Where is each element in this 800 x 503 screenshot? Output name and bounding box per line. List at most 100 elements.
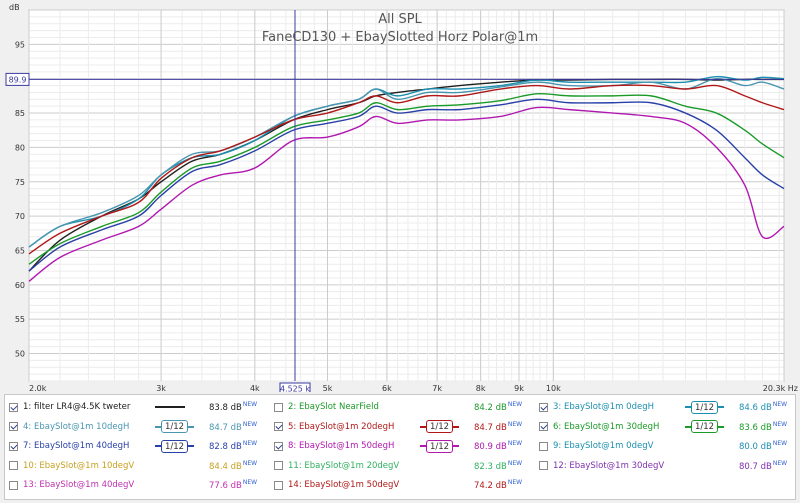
- legend-item[interactable]: 6: EbaySlot@1m 30degH: [539, 418, 659, 436]
- legend-value-text: 82.3 dB: [474, 461, 507, 472]
- legend-checkbox[interactable]: [539, 422, 548, 431]
- x-tick-label: 10k: [546, 384, 561, 392]
- legend-item[interactable]: 4: EbaySlot@1m 10degH: [9, 418, 129, 436]
- legend-value: 83.6 dBNEW: [739, 421, 787, 433]
- smoothing-line-right: [188, 445, 195, 447]
- legend-new-tag: NEW: [772, 401, 788, 408]
- legend-item[interactable]: 5: EbaySlot@1m 20degH: [274, 418, 394, 436]
- legend-value: 82.3 dBNEW: [474, 460, 522, 472]
- legend-value: 84.6 dBNEW: [739, 401, 787, 413]
- legend-smoothing-indicator[interactable]: 1/12: [155, 420, 195, 433]
- legend-checkbox[interactable]: [539, 402, 548, 412]
- legend-label: 8: EbaySlot@1m 50degH: [288, 441, 395, 451]
- legend-label: 6: EbaySlot@1m 30degH: [553, 421, 660, 432]
- y-tick-label: 55: [15, 315, 25, 324]
- legend-new-tag: NEW: [507, 459, 523, 467]
- legend-new-tag: NEW: [242, 420, 258, 428]
- legend-label: 3: EbaySlot@1m 0degH: [553, 402, 654, 412]
- legend-value: 80.0 dBNEW: [739, 440, 787, 452]
- legend-checkbox[interactable]: [539, 441, 548, 451]
- legend-line-sample: [155, 406, 185, 408]
- legend-item[interactable]: 7: EbaySlot@1m 40degH: [9, 437, 129, 455]
- legend-label: 14: EbaySlot@1m 50degV: [288, 480, 400, 490]
- legend-new-tag: NEW: [507, 420, 523, 428]
- legend-checkbox[interactable]: [9, 422, 18, 431]
- x-tick-labels: 2.0k 3k 4k 5k 6k 7k 8k 9k 10k 20.3k Hz: [29, 384, 798, 392]
- legend-value-text: 80.9 dB: [474, 441, 507, 452]
- legend-value: 80.7 dBNEW: [739, 460, 787, 472]
- legend-item[interactable]: 14: EbaySlot@1m 50degV: [274, 476, 399, 494]
- legend-item[interactable]: 3: EbaySlot@1m 0degH: [539, 398, 654, 416]
- legend-value-text: 82.8 dB: [209, 441, 242, 452]
- legend-item[interactable]: 11: EbaySlot@1m 20degV: [274, 457, 399, 475]
- legend-checkbox[interactable]: [274, 461, 283, 470]
- x-tick-label: 2.0k: [29, 384, 47, 392]
- series-line[interactable]: [28, 92, 785, 265]
- smoothing-label: 1/12: [426, 439, 454, 453]
- legend-new-tag: NEW: [507, 479, 523, 486]
- smoothing-line-left: [420, 445, 426, 447]
- legend-smoothing-indicator[interactable]: 1/12: [685, 420, 725, 433]
- legend-label: 1: filter LR4@4.5K tweter: [23, 402, 131, 412]
- legend-value: 84.2 dBNEW: [474, 401, 522, 413]
- legend-checkbox[interactable]: [274, 480, 283, 490]
- series-line[interactable]: [28, 98, 785, 272]
- legend-value-text: 84.7 dB: [474, 422, 507, 433]
- smoothing-line-right: [718, 406, 725, 408]
- series-line[interactable]: [28, 84, 785, 255]
- legend-value: 84.7 dBNEW: [474, 421, 522, 433]
- legend-value-text: 77.6 dB: [209, 480, 242, 491]
- legend-checkbox[interactable]: [274, 441, 283, 451]
- legend-checkbox[interactable]: [274, 402, 283, 412]
- legend-item[interactable]: 2: EbaySlot NearField: [274, 398, 379, 416]
- legend-value: 83.8 dBNEW: [209, 401, 257, 413]
- legend-checkbox[interactable]: [9, 461, 18, 470]
- legend-label: 4: EbaySlot@1m 10degH: [23, 421, 130, 432]
- legend-new-tag: NEW: [242, 459, 258, 467]
- legend-new-tag: NEW: [507, 401, 523, 408]
- legend-checkbox[interactable]: [9, 402, 18, 412]
- legend-value-text: 80.7 dB: [739, 461, 772, 472]
- x-tick-label: 4k: [250, 384, 260, 392]
- legend-value-text: 84.4 dB: [209, 461, 242, 472]
- x-tick-label: 7k: [432, 384, 442, 392]
- y-tick-label: 85: [15, 109, 25, 118]
- cursor-crosshair: 89.9 4.525 k: [5, 10, 784, 392]
- series-line[interactable]: [28, 106, 785, 282]
- legend-item[interactable]: 10: EbaySlot@1m 10degV: [9, 457, 134, 475]
- legend-smoothing-indicator[interactable]: 1/12: [420, 420, 460, 433]
- legend-value: 74.2 dBNEW: [474, 479, 522, 491]
- smoothing-line-left: [420, 425, 426, 428]
- legend-smoothing-indicator[interactable]: 1/12: [420, 439, 460, 453]
- legend-label: 11: EbaySlot@1m 20degV: [288, 460, 400, 471]
- legend-new-tag: NEW: [772, 420, 788, 428]
- legend-value: 84.4 dBNEW: [209, 460, 257, 472]
- legend-label: 12: EbaySlot@1m 30degV: [553, 460, 665, 471]
- legend-item[interactable]: 8: EbaySlot@1m 50degH: [274, 437, 394, 455]
- y-tick-label: 80: [15, 143, 25, 152]
- cursor-y-readout: 89.9: [9, 75, 27, 84]
- legend-label: 13: EbaySlot@1m 40degV: [23, 480, 135, 490]
- smoothing-line-left: [155, 445, 161, 447]
- legend-checkbox[interactable]: [9, 441, 18, 451]
- legend-checkbox[interactable]: [274, 422, 283, 431]
- legend-value: 82.8 dBNEW: [209, 440, 257, 452]
- spl-chart[interactable]: 50556065707580859095 2.0k3k4k5k6k7k8k9k1…: [0, 0, 800, 392]
- legend-item[interactable]: 9: EbaySlot@1m 0degV: [539, 437, 653, 455]
- legend-checkbox[interactable]: [9, 480, 18, 490]
- legend-new-tag: NEW: [242, 479, 258, 486]
- legend-value: 80.9 dBNEW: [474, 440, 522, 452]
- smoothing-line-right: [188, 425, 195, 428]
- legend-checkbox[interactable]: [539, 461, 548, 470]
- legend-label: 5: EbaySlot@1m 20degH: [288, 421, 395, 432]
- smoothing-line-left: [685, 425, 691, 428]
- legend-new-tag: NEW: [507, 440, 523, 447]
- y-tick-label: 95: [15, 40, 25, 49]
- legend-value-text: 84.2 dB: [474, 402, 507, 413]
- legend-item[interactable]: 1: filter LR4@4.5K tweter: [9, 398, 130, 416]
- legend-smoothing-indicator[interactable]: 1/12: [155, 439, 195, 453]
- chart-subtitle: FaneCD130 + EbaySlotted Horz Polar@1m: [262, 30, 538, 45]
- legend-smoothing-indicator[interactable]: 1/12: [685, 400, 725, 414]
- legend-item[interactable]: 12: EbaySlot@1m 30degV: [539, 457, 664, 475]
- legend-item[interactable]: 13: EbaySlot@1m 40degV: [9, 476, 134, 494]
